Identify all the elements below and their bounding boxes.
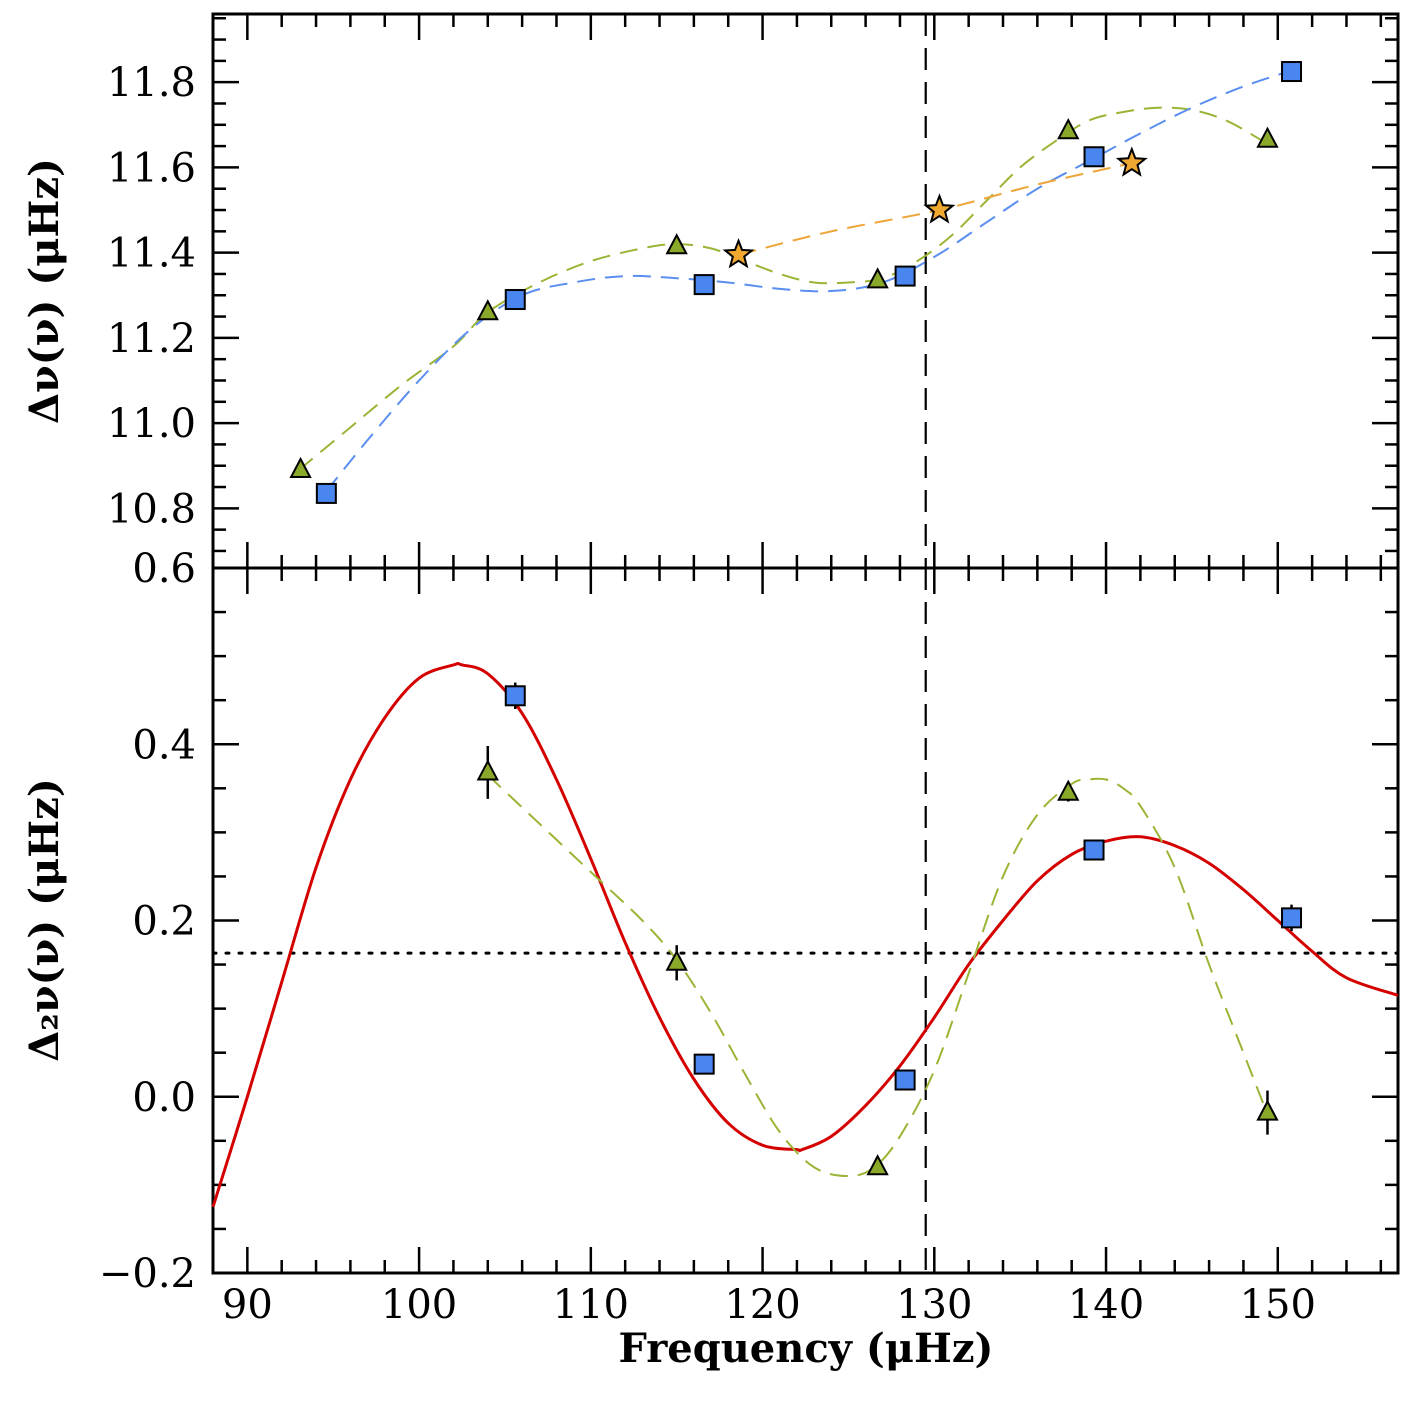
bottom-y-tick-label: 0.6: [132, 546, 196, 592]
top-y-tick-label: 11.2: [107, 316, 196, 362]
star-point: [1115, 146, 1148, 177]
star-point: [923, 193, 956, 224]
triangle-point: [289, 456, 312, 478]
bottom-panel: −0.2 0.0 0.2 0.4 0.6 90 100 110 120 130 140 150 Δ₂ν…: [21, 546, 1400, 1372]
top-y-tick-label: 11.8: [107, 60, 196, 106]
triangle-point: [1057, 118, 1080, 140]
x-tick-label: 140: [1068, 1282, 1144, 1328]
bottom-tick-labels: −0.2 0.0 0.2 0.4 0.6 90 100 110 120 130 140 150: [99, 546, 1316, 1328]
top-y-tick-label: 11.4: [107, 231, 196, 277]
top-y-tick-labels: 10.8 11.0 11.2 11.4 11.6 11.8: [107, 60, 196, 532]
x-tick-label: 90: [222, 1282, 273, 1328]
x-tick-label: 110: [553, 1282, 629, 1328]
x-axis-title: Frequency (μHz): [619, 1325, 994, 1372]
square-point: [1281, 61, 1303, 83]
square-point: [894, 265, 916, 287]
top-panel: 10.8 11.0 11.2 11.4 11.6 11.8 Δν(ν) (μHz): [21, 12, 1400, 570]
square-point: [315, 482, 337, 504]
x-tick-label: 130: [896, 1282, 972, 1328]
x-tick-label: 100: [381, 1282, 457, 1328]
top-y-axis-title: Δν(ν) (μHz): [21, 158, 68, 424]
triangle-point: [866, 1154, 889, 1176]
square-point: [693, 274, 715, 296]
top-fit-lines: [298, 14, 1296, 568]
top-ticks: [213, 14, 1398, 568]
triangle-point: [1256, 1099, 1279, 1121]
bottom-ticks: [213, 566, 1398, 1275]
triangle-point: [866, 267, 889, 289]
triangle-point: [476, 759, 499, 781]
bottom-panel-frame: [211, 566, 1400, 1275]
bottom-y-tick-label: 0.4: [132, 722, 196, 768]
bottom-y-axis-title: Δ₂ν(ν) (μHz): [21, 778, 68, 1061]
top-data-points: [289, 61, 1303, 504]
top-y-tick-label: 11.0: [107, 401, 196, 447]
bottom-y-tick-label: 0.2: [132, 899, 196, 945]
bottom-y-tick-label: −0.2: [99, 1251, 196, 1297]
triangle-point: [1256, 126, 1279, 148]
top-y-tick-label: 11.6: [107, 145, 196, 191]
square-point: [693, 1053, 715, 1075]
green-model-line: [487, 774, 1269, 1178]
square-point: [504, 289, 526, 311]
bottom-y-tick-label: 0.0: [132, 1075, 196, 1121]
triangle-point: [665, 233, 688, 255]
triangle-point: [476, 299, 499, 321]
triangle-fit-line: [298, 106, 1262, 471]
square-point: [1083, 146, 1105, 168]
bottom-data-points: [476, 682, 1303, 1176]
triangle-point: [665, 949, 688, 971]
square-point: [894, 1069, 916, 1091]
square-point: [504, 685, 526, 707]
square-point: [1281, 907, 1303, 929]
x-tick-label: 150: [1240, 1282, 1316, 1328]
bottom-fit-lines: [211, 568, 1400, 1273]
x-tick-label: 120: [724, 1282, 800, 1328]
square-fit-line: [325, 68, 1296, 492]
triangle-point: [1057, 779, 1080, 801]
star-point: [722, 238, 755, 269]
red-model-line: [211, 662, 1399, 1208]
top-y-tick-label: 10.8: [107, 486, 196, 532]
square-point: [1083, 839, 1105, 861]
